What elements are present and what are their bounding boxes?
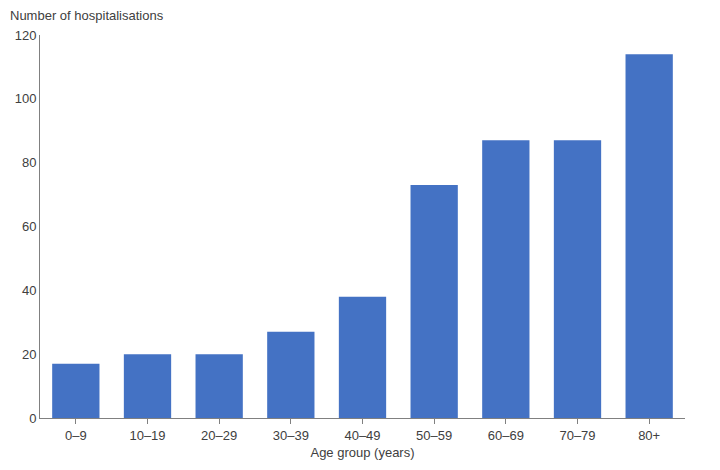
svg-text:40: 40: [22, 283, 36, 298]
svg-text:0–9: 0–9: [65, 428, 87, 443]
svg-text:20: 20: [22, 347, 36, 362]
svg-text:Age group (years): Age group (years): [310, 445, 414, 460]
svg-text:80+: 80+: [638, 428, 660, 443]
svg-text:60: 60: [22, 219, 36, 234]
svg-text:10–19: 10–19: [129, 428, 165, 443]
svg-text:Number of hospitalisations: Number of hospitalisations: [10, 8, 164, 23]
svg-text:30–39: 30–39: [273, 428, 309, 443]
svg-text:80: 80: [22, 155, 36, 170]
svg-text:40–49: 40–49: [344, 428, 380, 443]
svg-text:50–59: 50–59: [416, 428, 452, 443]
svg-text:100: 100: [15, 91, 37, 106]
svg-text:60–69: 60–69: [488, 428, 524, 443]
svg-text:70–79: 70–79: [559, 428, 595, 443]
svg-text:0: 0: [29, 411, 36, 426]
svg-text:20–29: 20–29: [201, 428, 237, 443]
svg-text:120: 120: [15, 28, 37, 43]
